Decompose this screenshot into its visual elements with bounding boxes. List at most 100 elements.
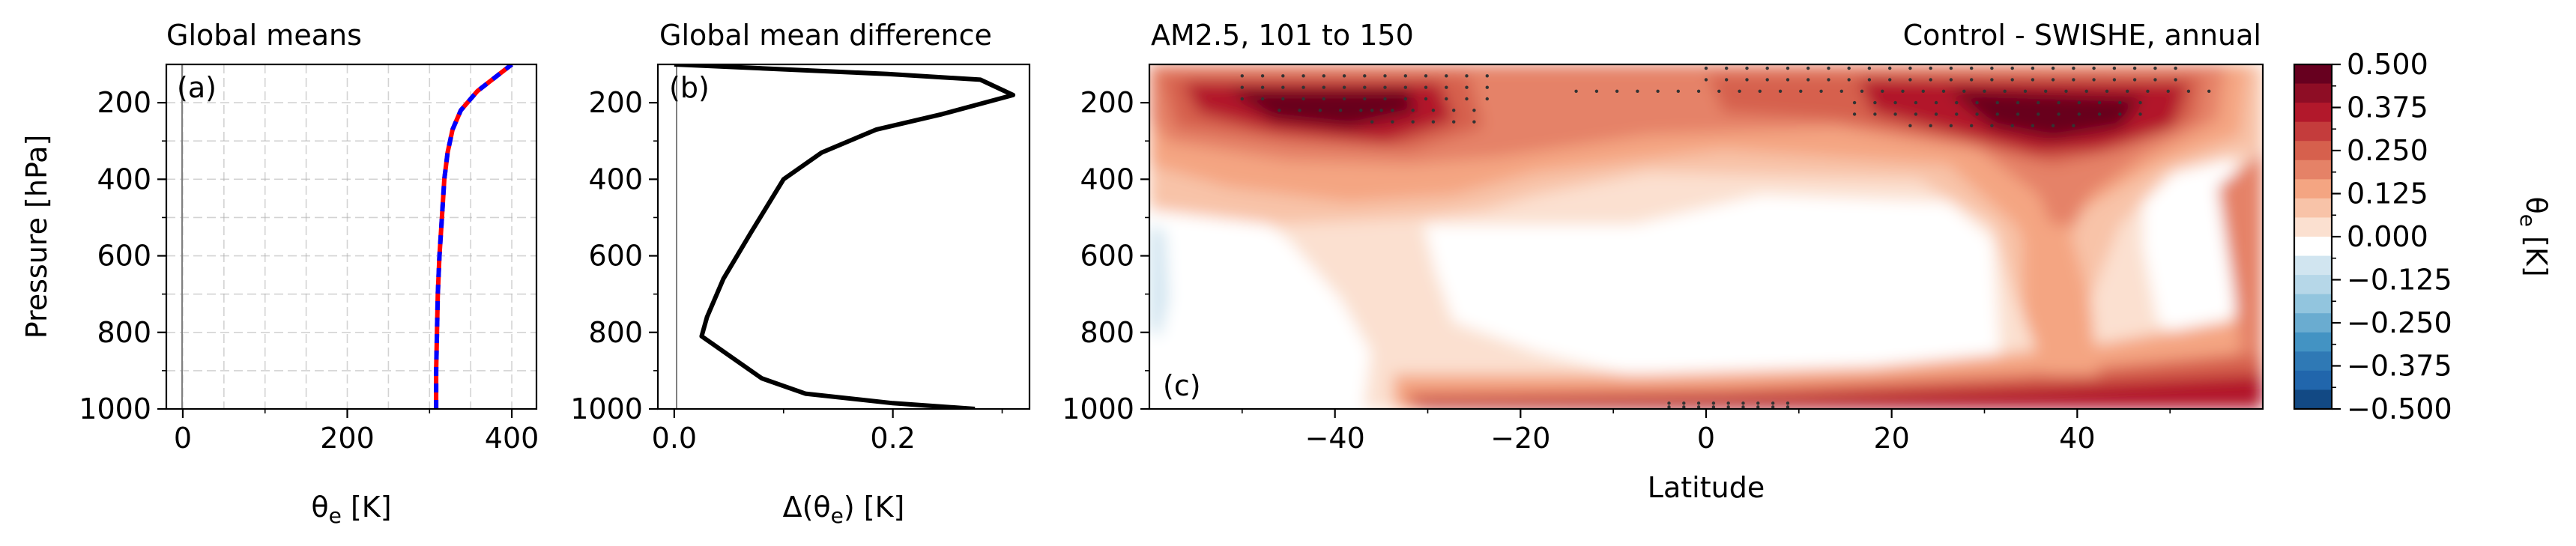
stipple-dot (1424, 97, 1428, 101)
stipple-dot (2031, 66, 2035, 70)
stipple-dot (1949, 124, 1953, 127)
colorbar-cell (2294, 103, 2332, 123)
stipple-dot (1676, 89, 1680, 94)
panel-a-ytick-label: 600 (97, 240, 151, 273)
panel-b-frame (656, 63, 1031, 410)
stipple-dot (1278, 109, 1281, 112)
colorbar-cell (2294, 141, 2332, 161)
stipple-dot (1860, 89, 1864, 94)
panel-c: 200 400 600 800 1000 −40 −20 0 20 40 AM2.5, 101 t… (1062, 19, 2264, 504)
panel-a-corner-label: (a) (177, 71, 217, 104)
panel-c-ytick-label: 400 (1080, 163, 1134, 195)
panel-a-ytick-label: 1000 (79, 392, 151, 425)
panel-c-title-right: Control - SWISHE, annual (1903, 19, 2261, 52)
stipple-dot (1990, 78, 1994, 82)
stipple-dot (1914, 100, 1918, 105)
stipple-dot (2072, 66, 2075, 70)
stipple-dot (1908, 66, 1912, 70)
stipple-dot (1403, 85, 1408, 89)
panel-c-xtick-label: 40 (2059, 422, 2095, 455)
stipple-dot (2016, 100, 2020, 105)
stipple-dot (1771, 401, 1775, 405)
stipple-dot (1819, 89, 1823, 94)
contour-zero-region (1424, 195, 2001, 389)
colorbar-cell (2294, 275, 2332, 295)
stipple-dot (2153, 66, 2157, 70)
stipple-dot (1322, 85, 1326, 89)
stipple-dot (1574, 89, 1578, 94)
panel-b-ticks: 200 400 600 800 1000 0.0 0.2 (570, 86, 1003, 455)
colorbar-ticks: 0.500 0.375 0.250 0.125 0.000 −0.125 −0.250 −0.… (2332, 48, 2452, 425)
colorbar: 0.500 0.375 0.250 0.125 0.000 −0.125 −0.250 −0.… (2293, 48, 2553, 425)
stipple-dot (1725, 78, 1729, 82)
stipple-dot (2057, 100, 2061, 105)
stipple-dot (1867, 78, 1872, 82)
stipple-dot (1929, 78, 1932, 82)
stipple-dot (2010, 66, 2014, 70)
stipple-dot (1363, 85, 1367, 89)
panel-a-title: Global means (166, 19, 362, 52)
colorbar-cells (2294, 64, 2332, 410)
stipple-dot (1301, 97, 1305, 101)
stipple-dot (1778, 89, 1783, 94)
stipple-dot (2186, 89, 2191, 94)
stipple-dot (1806, 66, 1810, 70)
stipple-dot (1445, 74, 1448, 78)
stipple-dot (2031, 124, 2035, 127)
stipple-dot (1881, 89, 1884, 94)
stipple-dot (1485, 74, 1490, 78)
contour-far-right (2218, 150, 2263, 360)
stipple-dot (2132, 78, 2137, 82)
stipple-dot (1725, 66, 1729, 70)
panel-c-ticks: 200 400 600 800 1000 −40 −20 0 20 40 (1062, 86, 2171, 455)
colorbar-tick-label: 0.250 (2347, 134, 2428, 167)
colorbar-cell (2294, 294, 2332, 314)
colorbar-tick-label: 0.125 (2347, 178, 2428, 210)
colorbar-tick-label: −0.125 (2347, 264, 2452, 297)
stipple-dot (1636, 89, 1639, 94)
stipple-dot (1452, 109, 1456, 112)
panel-a-xlabel: θe [K] (311, 491, 391, 528)
stipple-dot (1955, 112, 1959, 116)
stipple-dot (1786, 66, 1790, 70)
stipple-dot (1342, 74, 1346, 78)
panel-c-xtick-label: 0 (1697, 422, 1715, 455)
panel-c-ytick-label: 600 (1080, 240, 1134, 273)
colorbar-tick-label: −0.250 (2347, 306, 2452, 339)
stipple-dot (1465, 97, 1469, 101)
stipple-dot (1485, 97, 1490, 101)
panel-b-ytick-label: 400 (588, 163, 643, 195)
panel-c-title-left: AM2.5, 101 to 150 (1151, 19, 1414, 52)
panel-a-grid (166, 64, 536, 409)
theta-e-swishe-line (434, 64, 513, 409)
stipple-dot (1301, 74, 1305, 78)
colorbar-tick-label: 0.000 (2347, 220, 2428, 253)
stipple-dot (1403, 97, 1408, 101)
stipple-dot (1363, 97, 1367, 101)
panel-a-xtick-label: 400 (485, 422, 539, 455)
panel-b-ytick-label: 600 (588, 240, 643, 273)
stipple-dot (2031, 78, 2035, 82)
stipple-dot (1656, 89, 1660, 94)
stipple-dot (2132, 66, 2137, 70)
contour-surface-3 (1424, 374, 2263, 409)
stipple-dot (2138, 100, 2142, 105)
stipple-dot (1260, 85, 1265, 89)
stipple-dot (1756, 401, 1760, 405)
stipple-dot (1383, 97, 1387, 101)
stipple-dot (1893, 100, 1897, 105)
panel-a-xtick-label: 200 (320, 422, 375, 455)
stipple-dot (1970, 78, 1974, 82)
stipple-dot (1852, 100, 1857, 105)
stipple-dot (1411, 120, 1415, 124)
stipple-dot (1914, 112, 1918, 116)
stipple-dot (1765, 78, 1769, 82)
stipple-dot (1726, 401, 1730, 405)
stipple-dot (1806, 78, 1810, 82)
stipple-dot (1839, 89, 1843, 94)
stipple-dot (1281, 74, 1285, 78)
stipple-dot (1962, 89, 1966, 94)
stipple-dot (1799, 89, 1803, 94)
theta-e-difference-line (674, 64, 1016, 409)
